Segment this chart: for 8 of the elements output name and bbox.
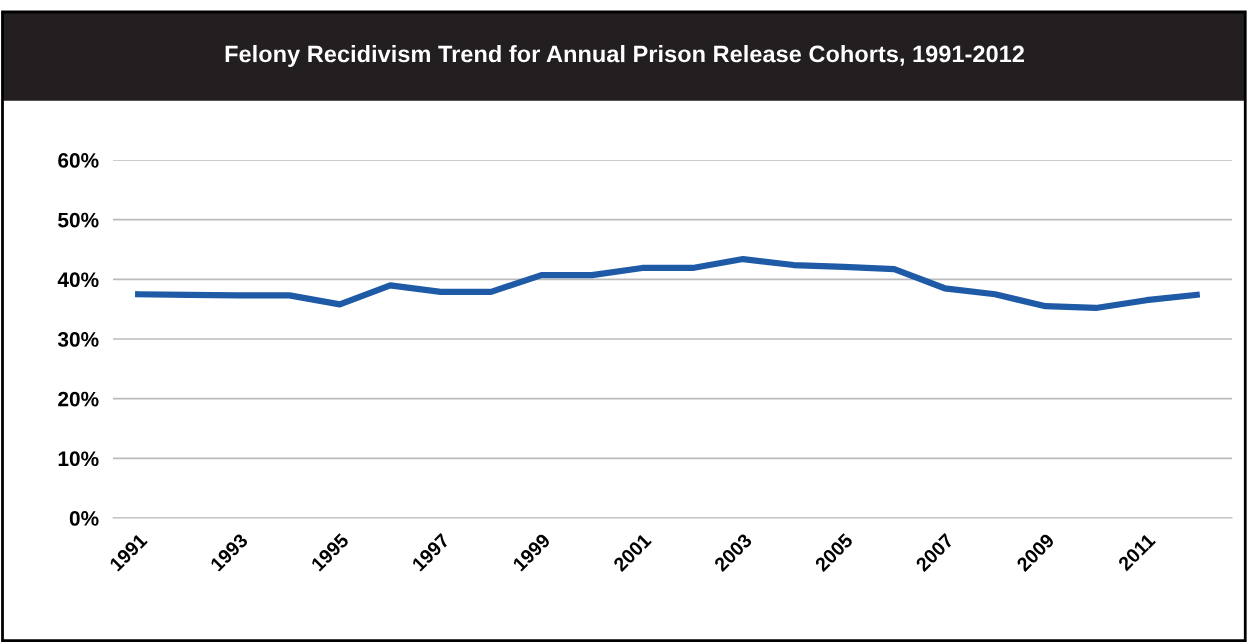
chart-title: Felony Recidivism Trend for Annual Prison Release Cohorts, 1991-2012	[225, 45, 1025, 68]
y-tick-label: 30%	[57, 332, 99, 347]
y-tick-label: 10%	[58, 451, 99, 467]
y-tick-label: 0%	[69, 511, 99, 526]
y-tick-label: 60%	[58, 153, 99, 168]
y-tick-label: 40%	[57, 272, 99, 288]
y-tick-label: 20%	[58, 391, 99, 407]
y-tick-label: 50%	[58, 212, 99, 228]
